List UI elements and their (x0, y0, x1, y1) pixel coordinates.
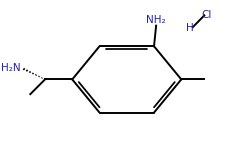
Text: H₂N: H₂N (1, 63, 21, 73)
Text: Cl: Cl (201, 10, 212, 20)
Text: NH₂: NH₂ (146, 15, 166, 25)
Text: H: H (186, 23, 194, 33)
